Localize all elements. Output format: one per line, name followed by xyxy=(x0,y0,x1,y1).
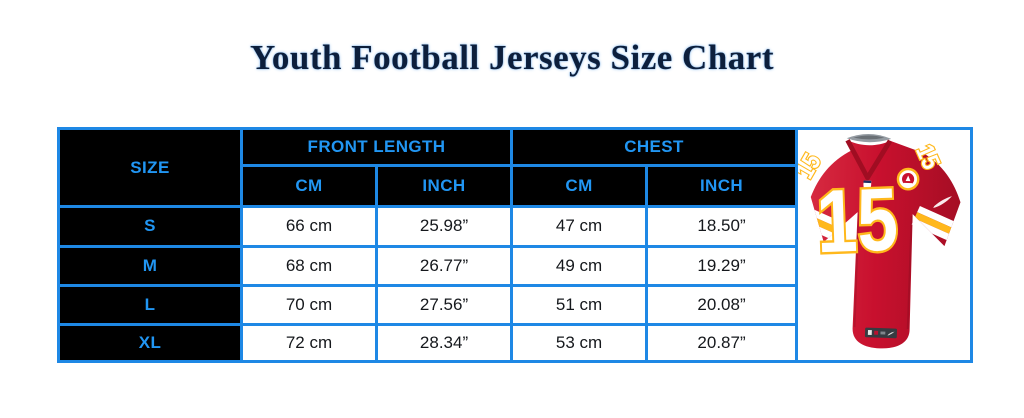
subheader-front-cm: CM xyxy=(240,164,378,209)
header-row-units: CM INCH CM INCH xyxy=(59,164,972,209)
cell-chest-inch: 20.08” xyxy=(645,283,799,326)
row-size-label: M xyxy=(57,244,243,287)
table-row-s: S 66 cm 25.98” 47 cm 18.50” xyxy=(57,205,972,248)
nfl-shield-icon xyxy=(863,180,872,191)
cell-chest-cm: 47 cm xyxy=(510,205,649,248)
cell-chest-cm: 51 cm xyxy=(510,283,649,326)
cell-chest-inch: 20.87” xyxy=(645,322,799,364)
header-chest: CHEST xyxy=(510,126,799,168)
header-row-groups: SIZE FRONT LENGTH CHEST xyxy=(57,126,974,363)
team-patch-icon xyxy=(896,167,920,191)
row-size-label: XL xyxy=(57,322,243,364)
table-row-xl: XL 72 cm 28.34” 53 cm 20.87” xyxy=(57,322,972,364)
subheader-chest-inch: INCH xyxy=(645,164,799,209)
subheader-chest-cm: CM xyxy=(510,164,649,209)
cell-front-cm: 66 cm xyxy=(240,205,378,248)
jersey-image: 15 15 15 xyxy=(800,134,963,349)
cell-chest-cm: 53 cm xyxy=(510,322,649,364)
cell-front-inch: 28.34” xyxy=(374,322,514,364)
size-chart-table: SIZE FRONT LENGTH CHEST xyxy=(57,126,974,364)
cell-front-cm: 70 cm xyxy=(240,283,378,326)
cell-front-inch: 26.77” xyxy=(374,244,514,287)
row-size-label: S xyxy=(57,205,243,248)
cell-front-inch: 25.98” xyxy=(374,205,514,248)
jock-tag xyxy=(864,327,898,339)
nike-swoosh-icon xyxy=(933,196,952,209)
jersey-image-cell: 15 15 15 xyxy=(795,127,974,363)
cell-front-inch: 27.56” xyxy=(374,283,514,326)
header-front-length: FRONT LENGTH xyxy=(239,126,514,168)
jersey-body xyxy=(810,140,961,349)
subheader-front-inch: INCH xyxy=(374,164,514,209)
page-title: Youth Football Jerseys Size Chart xyxy=(250,38,774,77)
cell-chest-inch: 19.29” xyxy=(645,244,799,287)
row-size-label: L xyxy=(57,283,243,326)
jersey-vneck-trim xyxy=(845,139,893,181)
header-size: SIZE xyxy=(57,126,243,209)
jersey-collar-slot xyxy=(853,135,885,140)
jersey-chest-number: 15 xyxy=(815,170,900,272)
table-row-l: L 70 cm 27.56” 51 cm 20.08” xyxy=(57,283,972,326)
cell-front-cm: 68 cm xyxy=(240,244,378,287)
table-row-m: M 68 cm 26.77” 49 cm 19.29” xyxy=(57,244,972,287)
cell-front-cm: 72 cm xyxy=(240,322,378,364)
cell-chest-inch: 18.50” xyxy=(645,205,799,248)
cell-chest-cm: 49 cm xyxy=(510,244,649,287)
